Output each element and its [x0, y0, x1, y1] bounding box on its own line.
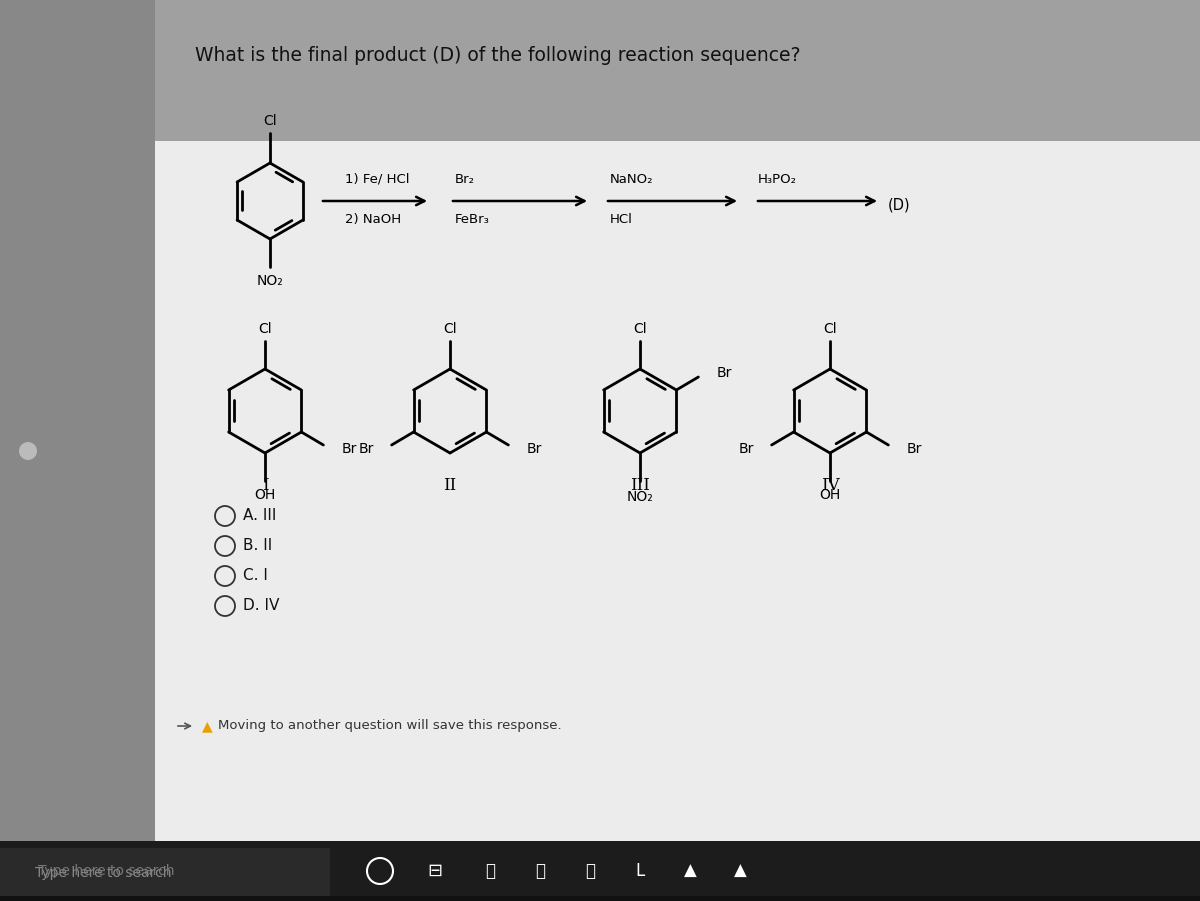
Bar	[0, 896, 1200, 901]
Bar	[0, 0, 1200, 141]
Text: Type here to search: Type here to search	[38, 864, 174, 878]
Text: FeBr₃: FeBr₃	[455, 213, 490, 226]
Text: H₃PO₂: H₃PO₂	[758, 173, 797, 186]
Text: Br: Br	[527, 442, 541, 456]
Text: ▲: ▲	[684, 862, 696, 880]
Text: What is the final product (D) of the following reaction sequence?: What is the final product (D) of the fol…	[194, 46, 800, 65]
Text: OH: OH	[820, 488, 841, 502]
Text: ▲: ▲	[202, 719, 212, 733]
Text: Cl: Cl	[634, 322, 647, 336]
Text: ⊟: ⊟	[427, 862, 443, 880]
Text: L: L	[635, 862, 644, 880]
Text: Type here to search: Type here to search	[35, 866, 172, 880]
Text: Br: Br	[738, 442, 754, 456]
Text: Br: Br	[359, 442, 373, 456]
Text: IV: IV	[821, 478, 839, 495]
Text: I: I	[262, 478, 269, 495]
Text: Cl: Cl	[258, 322, 272, 336]
Text: NO₂: NO₂	[257, 274, 283, 288]
Text: 1) Fe/ HCl: 1) Fe/ HCl	[346, 173, 409, 186]
Text: Cl: Cl	[823, 322, 836, 336]
Text: Cl: Cl	[263, 114, 277, 128]
Text: Br: Br	[906, 442, 922, 456]
Text: NO₂: NO₂	[626, 490, 653, 504]
Text: D. IV: D. IV	[242, 598, 280, 614]
Text: 2) NaOH: 2) NaOH	[346, 213, 401, 226]
Text: 🔒: 🔒	[535, 862, 545, 880]
Text: NaNO₂: NaNO₂	[610, 173, 654, 186]
Text: Moving to another question will save this response.: Moving to another question will save thi…	[218, 720, 562, 733]
Text: ▲: ▲	[733, 862, 746, 880]
Text: Br: Br	[341, 442, 356, 456]
Text: Br₂: Br₂	[455, 173, 475, 186]
Text: 📁: 📁	[485, 862, 496, 880]
Text: Cl: Cl	[443, 322, 457, 336]
Text: Br: Br	[716, 366, 732, 380]
Text: OH: OH	[254, 488, 276, 502]
Bar	[155, 141, 1200, 841]
Text: A. III: A. III	[242, 508, 276, 523]
Text: III: III	[630, 478, 650, 495]
Bar	[0, 848, 330, 896]
Text: (D): (D)	[888, 197, 911, 212]
Circle shape	[19, 442, 37, 460]
Text: B. II: B. II	[242, 539, 272, 553]
Bar	[0, 841, 1200, 901]
Text: 🌐: 🌐	[586, 862, 595, 880]
Text: II: II	[443, 478, 457, 495]
Bar	[0, 0, 155, 841]
Text: C. I: C. I	[242, 569, 268, 584]
Text: HCl: HCl	[610, 213, 632, 226]
